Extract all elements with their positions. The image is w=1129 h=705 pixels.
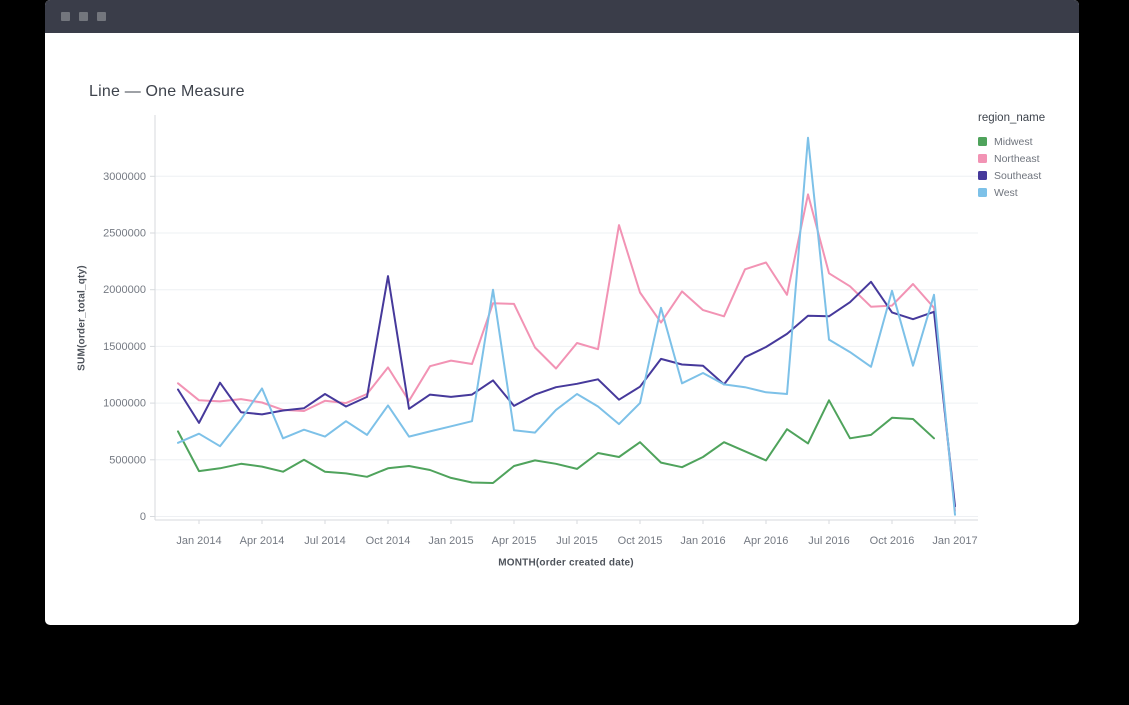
x-tick-label: Jan 2015 — [428, 535, 473, 547]
series-line-southeast[interactable] — [178, 276, 955, 506]
legend-label: Northeast — [994, 153, 1040, 165]
legend-item-northeast[interactable]: Northeast — [978, 150, 1045, 167]
y-tick-label: 2000000 — [103, 284, 146, 296]
legend-swatch-icon — [978, 137, 987, 146]
x-tick-label: Oct 2015 — [618, 535, 663, 547]
x-tick-label: Jul 2015 — [556, 535, 598, 547]
x-axis-title: MONTH(order created date) — [498, 558, 634, 569]
y-tick-label: 3000000 — [103, 171, 146, 183]
x-tick-label: Jul 2014 — [304, 535, 346, 547]
series-line-northeast[interactable] — [178, 194, 955, 510]
legend-item-west[interactable]: West — [978, 184, 1045, 201]
legend-swatch-icon — [978, 154, 987, 163]
legend-item-midwest[interactable]: Midwest — [978, 133, 1045, 150]
legend-label: West — [994, 187, 1018, 199]
y-tick-label: 2500000 — [103, 228, 146, 240]
x-tick-label: Jan 2017 — [932, 535, 977, 547]
legend-label: Midwest — [994, 136, 1033, 148]
y-tick-label: 0 — [140, 511, 146, 523]
x-tick-label: Apr 2015 — [492, 535, 537, 547]
x-tick-label: Jul 2016 — [808, 535, 850, 547]
y-axis-title: SUM(order_total_qty) — [77, 265, 88, 371]
legend-items: Midwest Northeast Southeast West — [978, 133, 1045, 201]
x-tick-label: Jan 2016 — [680, 535, 725, 547]
legend-swatch-icon — [978, 188, 987, 197]
legend-title: region_name — [978, 112, 1045, 124]
y-tick-label: 1500000 — [103, 341, 146, 353]
series-line-west[interactable] — [178, 138, 955, 515]
series-line-midwest[interactable] — [178, 400, 934, 483]
legend-item-southeast[interactable]: Southeast — [978, 167, 1045, 184]
legend-label: Southeast — [994, 170, 1041, 182]
chart-legend: region_name Midwest Northeast Southeast Wes… — [978, 112, 1045, 201]
x-tick-label: Apr 2016 — [744, 535, 789, 547]
y-tick-label: 500000 — [109, 454, 146, 466]
x-tick-label: Apr 2014 — [240, 535, 285, 547]
y-tick-label: 1000000 — [103, 398, 146, 410]
line-chart-canvas: 0 500000 1000000 1500000 2000000 2500000 30000… — [45, 0, 1079, 625]
x-tick-label: Oct 2016 — [870, 535, 915, 547]
app-window: Line — One Measure 050000010000001500000… — [45, 0, 1079, 625]
x-tick-label: Jan 2014 — [176, 535, 221, 547]
legend-swatch-icon — [978, 171, 987, 180]
x-tick-label: Oct 2014 — [366, 535, 411, 547]
